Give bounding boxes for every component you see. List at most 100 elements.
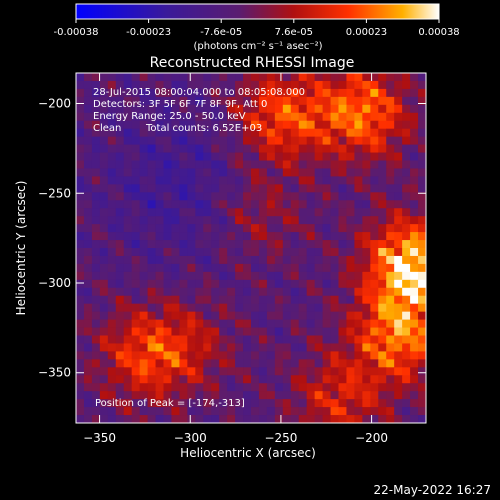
heatmap-cell: [258, 120, 268, 130]
heatmap-cell: [219, 391, 228, 400]
heatmap-cell: [386, 73, 395, 82]
heatmap-cell: [163, 263, 172, 273]
heatmap-cell: [123, 359, 133, 368]
heatmap-cell: [163, 80, 172, 90]
heatmap-cell: [155, 232, 164, 241]
heatmap-cell: [227, 240, 236, 249]
heatmap-cell: [282, 80, 292, 90]
heatmap-cell: [378, 160, 387, 169]
heatmap-cell: [338, 287, 347, 297]
heatmap-cell: [171, 255, 180, 265]
heatmap-cell: [227, 319, 236, 328]
heatmap-cell: [290, 144, 300, 153]
heatmap-cell: [179, 216, 188, 225]
heatmap-cell: [115, 176, 125, 185]
heatmap-cell: [139, 80, 148, 90]
heatmap-cell: [370, 327, 379, 336]
heatmap-cell: [83, 160, 93, 169]
heatmap-cell: [346, 359, 355, 368]
heatmap-cell: [139, 399, 148, 408]
heatmap-cell: [195, 168, 204, 177]
heatmap-cell: [418, 327, 427, 336]
heatmap-cell: [83, 192, 93, 201]
heatmap-cell: [322, 319, 331, 328]
heatmap-cell: [219, 232, 228, 241]
heatmap-cell: [219, 160, 228, 169]
heatmap-cell: [251, 232, 260, 241]
heatmap-cell: [322, 144, 331, 153]
heatmap-cell: [203, 335, 212, 344]
heatmap-cell: [370, 335, 379, 344]
heatmap-cell: [203, 407, 212, 416]
heatmap-cell: [131, 232, 141, 241]
heatmap-cell: [235, 128, 244, 138]
heatmap-cell: [298, 128, 308, 138]
heatmap-cell: [362, 80, 371, 90]
heatmap-cell: [235, 263, 244, 273]
heatmap-cell: [251, 73, 260, 82]
heatmap-cell: [306, 391, 316, 400]
heatmap-cell: [91, 128, 101, 138]
heatmap-cell: [91, 200, 101, 209]
heatmap-cell: [219, 248, 228, 257]
heatmap-cell: [227, 224, 236, 233]
heatmap-cell: [282, 200, 292, 209]
heatmap-cell: [211, 351, 220, 360]
heatmap-cell: [251, 136, 260, 145]
heatmap-cell: [147, 271, 156, 281]
heatmap-cell: [131, 200, 141, 209]
heatmap-cell: [290, 168, 300, 177]
heatmap-cell: [386, 208, 395, 217]
heatmap-cell: [386, 399, 395, 408]
heatmap-cell: [362, 144, 371, 153]
heatmap-cell: [76, 120, 85, 130]
heatmap-cell: [330, 176, 339, 185]
heatmap-cell: [410, 375, 419, 384]
heatmap-cell: [386, 263, 395, 273]
heatmap-cell: [187, 248, 196, 257]
heatmap-cell: [370, 184, 379, 193]
heatmap-cell: [266, 255, 276, 265]
heatmap-cell: [243, 399, 252, 408]
heatmap-cell: [322, 311, 331, 320]
heatmap-cell: [107, 351, 117, 360]
heatmap-cell: [131, 176, 141, 185]
heatmap-cell: [163, 96, 172, 106]
heatmap-cell: [274, 391, 284, 400]
heatmap-cell: [410, 255, 419, 265]
heatmap-cell: [306, 104, 316, 114]
heatmap-cell: [147, 311, 156, 320]
heatmap-cell: [179, 232, 188, 241]
heatmap-cell: [139, 168, 148, 177]
heatmap-cell: [410, 415, 419, 424]
heatmap-cell: [179, 160, 188, 169]
heatmap-cell: [211, 279, 220, 289]
heatmap-cell: [203, 160, 212, 169]
heatmap-cell: [155, 128, 164, 138]
heatmap-cell: [195, 216, 204, 225]
heatmap-cell: [91, 399, 101, 408]
heatmap-cell: [266, 271, 276, 281]
heatmap-cell: [330, 152, 339, 161]
heatmap-cell: [258, 176, 268, 185]
heatmap-cell: [330, 232, 339, 241]
heatmap-cell: [410, 287, 419, 297]
heatmap-cell: [386, 407, 395, 416]
heatmap-cell: [123, 160, 133, 169]
heatmap-cell: [139, 375, 148, 384]
heatmap-cell: [76, 248, 85, 257]
heatmap-cell: [370, 80, 379, 90]
heatmap-cell: [219, 144, 228, 153]
heatmap-cell: [163, 104, 172, 114]
heatmap-cell: [266, 104, 276, 114]
heatmap-cell: [362, 232, 371, 241]
heatmap-cell: [123, 73, 133, 82]
heatmap-cell: [354, 391, 363, 400]
heatmap-cell: [99, 208, 109, 217]
heatmap-cell: [163, 88, 172, 98]
heatmap-cell: [314, 224, 323, 233]
heatmap-cell: [163, 152, 172, 161]
heatmap-cell: [258, 152, 268, 161]
heatmap-cell: [171, 248, 180, 257]
heatmap-cell: [266, 248, 276, 257]
